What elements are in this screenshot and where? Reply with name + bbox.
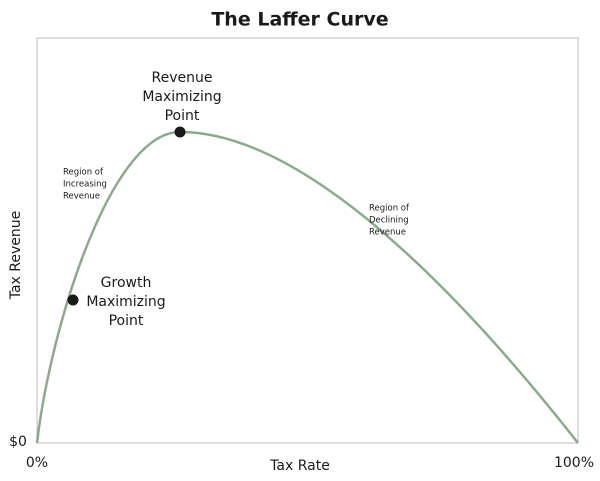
annotation: Revenue [63, 192, 100, 202]
growth-point [67, 294, 79, 306]
plot-frame [36, 37, 579, 444]
annotation: Revenue [369, 228, 406, 238]
laffer-curve [35, 130, 579, 444]
y-axis-label: Tax Revenue [8, 211, 24, 301]
x-axis-label: Tax Rate [269, 458, 330, 474]
x-start-label: 0% [26, 455, 48, 471]
revenue-point [174, 126, 186, 138]
annotation: Maximizing [86, 294, 165, 310]
chart-title: The Laffer Curve [211, 9, 388, 31]
x-end-label: 100% [554, 455, 594, 471]
annotation: Maximizing [142, 89, 221, 105]
y-origin-label: $0 [9, 434, 27, 450]
annotation: Increasing [63, 180, 107, 190]
annotation: Region of [63, 168, 104, 178]
annotation: Growth [101, 275, 152, 291]
annotation: Revenue [152, 70, 213, 86]
annotation: Region of [369, 204, 410, 214]
annotation: Point [165, 108, 200, 124]
annotation: Declining [369, 216, 409, 226]
annotation: Point [109, 313, 144, 329]
